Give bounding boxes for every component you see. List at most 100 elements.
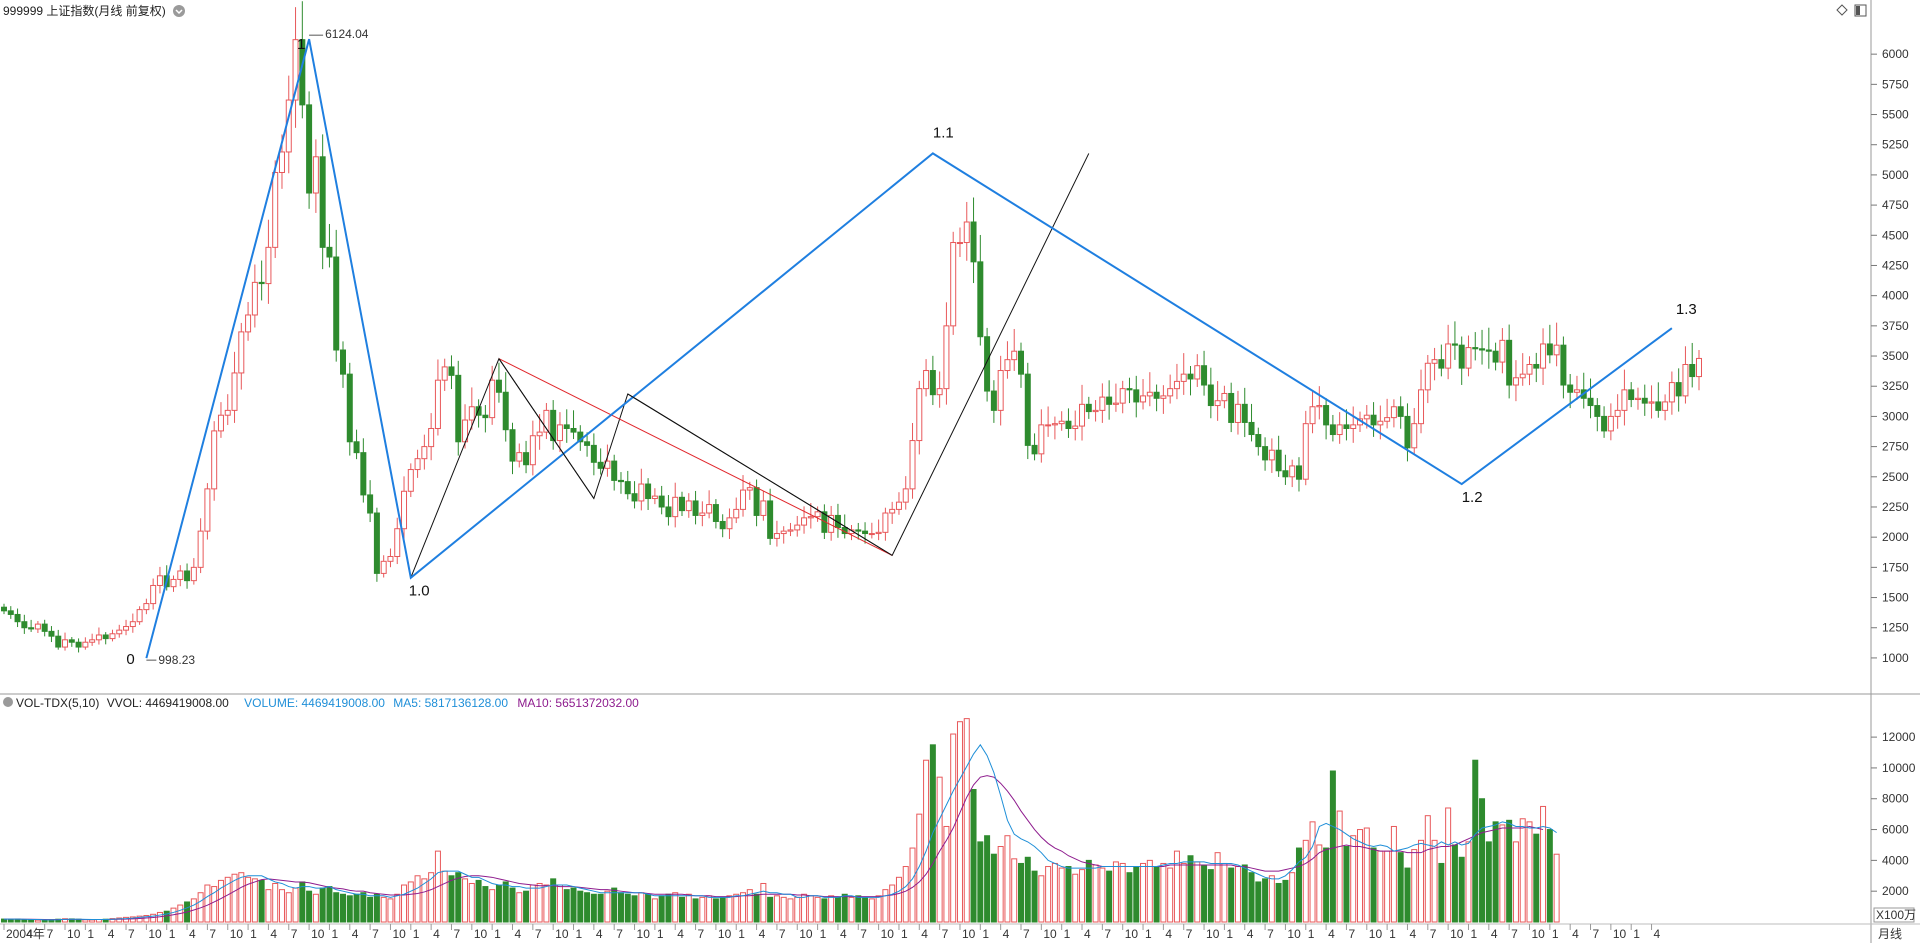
volume-bar — [482, 886, 489, 923]
candle — [489, 379, 496, 419]
wave-line-blue[interactable] — [145, 38, 1673, 659]
wave-line-black[interactable] — [410, 153, 1090, 578]
wave-line-red[interactable] — [498, 358, 893, 556]
candle — [1106, 396, 1113, 405]
candle — [1255, 434, 1262, 448]
time-tick-label: 1 — [1145, 927, 1152, 941]
time-tick-label: 4 — [270, 927, 277, 941]
time-tick-label: 1 — [1552, 927, 1559, 941]
time-tick-label: 1 — [169, 927, 176, 941]
candle — [333, 256, 340, 351]
time-tick-label: 7 — [1023, 927, 1030, 941]
volume-bar — [333, 892, 340, 923]
candle — [1058, 420, 1065, 425]
candle — [116, 629, 123, 635]
volume-bar — [1248, 872, 1255, 923]
candle — [1038, 424, 1045, 455]
volume-bar — [1431, 839, 1438, 923]
candle — [1526, 363, 1533, 375]
volume-dropdown-icon[interactable] — [3, 697, 13, 707]
candle — [1445, 343, 1452, 369]
volume-bar — [1275, 882, 1282, 923]
candle — [21, 621, 28, 629]
candle — [1519, 373, 1526, 379]
time-tick-label: 7 — [209, 927, 216, 941]
candle — [1234, 403, 1241, 423]
volume-bar — [1309, 821, 1316, 923]
volume-bar — [563, 889, 570, 923]
price-tick-label: 5500 — [1882, 108, 1909, 122]
candle — [936, 388, 943, 396]
time-tick-label: 7 — [1593, 927, 1600, 941]
volume-bar — [421, 878, 428, 923]
price-tick-label: 6000 — [1882, 47, 1909, 61]
candle — [1485, 349, 1492, 352]
candle — [1689, 363, 1696, 378]
volume-bar — [1058, 867, 1065, 923]
candle — [238, 331, 245, 374]
volume-bar — [1499, 824, 1506, 923]
candle — [1079, 403, 1086, 427]
wave-line-black[interactable] — [498, 358, 595, 499]
price-tick-label: 2000 — [1882, 530, 1909, 544]
candle — [1133, 389, 1140, 403]
candle — [1126, 388, 1133, 391]
volume-bar — [543, 884, 550, 923]
volume-bar — [163, 910, 170, 923]
volume-bar — [597, 893, 604, 923]
candle — [1268, 449, 1275, 461]
candle — [7, 610, 14, 615]
candle — [611, 460, 618, 481]
candle — [1648, 401, 1655, 404]
candle — [1458, 344, 1465, 369]
volume-bar — [1085, 859, 1092, 923]
candle — [89, 639, 96, 643]
volume-bar — [306, 890, 313, 923]
candle — [95, 634, 102, 641]
volume-bar — [1065, 866, 1072, 923]
panel-toggle-icon[interactable] — [1854, 4, 1867, 17]
candle — [434, 379, 441, 429]
candle — [177, 570, 184, 580]
candle — [712, 504, 719, 522]
volume-bar — [1011, 858, 1018, 923]
period-label[interactable]: 月线 — [1878, 927, 1902, 941]
volume-bar — [631, 895, 638, 923]
volume-bar — [943, 825, 950, 923]
candle — [190, 566, 197, 582]
diamond-icon[interactable] — [1836, 4, 1848, 16]
volume-bar — [970, 788, 977, 923]
candle — [882, 512, 889, 533]
volume-bar — [28, 919, 35, 923]
title-dropdown-icon[interactable] — [173, 5, 185, 17]
volume-bar — [278, 889, 285, 923]
candle — [875, 531, 882, 535]
candle — [1289, 465, 1296, 478]
candle — [1390, 406, 1397, 419]
candle — [245, 314, 252, 333]
price-tick-label: 1750 — [1882, 560, 1909, 574]
candle — [475, 406, 482, 416]
volume-bar — [238, 872, 245, 923]
candle — [550, 409, 557, 442]
time-tick-label: 10 — [1125, 927, 1139, 941]
candle — [75, 641, 82, 648]
candle — [570, 427, 577, 433]
time-tick-label: 10 — [1206, 927, 1220, 941]
candle — [950, 242, 957, 327]
time-tick-label: 7 — [47, 927, 54, 941]
time-tick-label: 10 — [311, 927, 325, 941]
wave-line-black[interactable] — [627, 393, 893, 556]
volume-bar — [1031, 870, 1038, 923]
volume-bar — [231, 873, 238, 923]
volume-ma5-line — [4, 743, 1557, 921]
candle — [719, 520, 726, 530]
volume-bar — [448, 875, 455, 923]
candle — [1370, 414, 1377, 426]
volume-bar — [360, 892, 367, 923]
candle — [970, 221, 977, 263]
candle — [1221, 392, 1228, 402]
time-tick-label: 10 — [230, 927, 244, 941]
candle — [1316, 405, 1323, 408]
